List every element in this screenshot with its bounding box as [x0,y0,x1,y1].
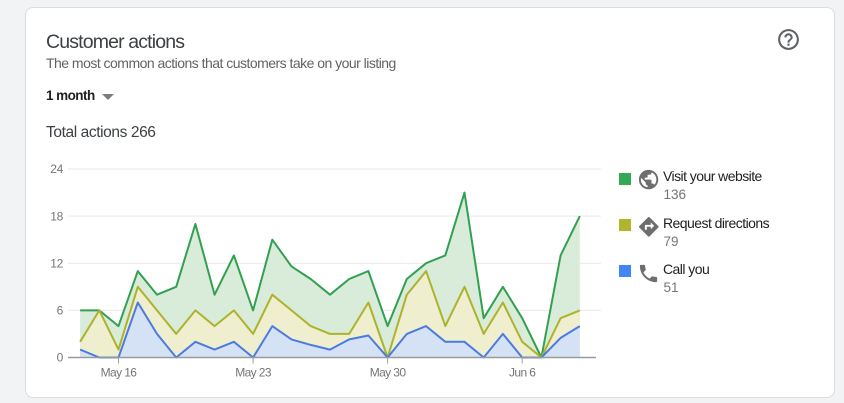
svg-text:12: 12 [50,256,63,270]
svg-text:6: 6 [57,304,64,318]
svg-text:18: 18 [50,209,63,223]
svg-text:24: 24 [50,162,63,176]
svg-text:May 16: May 16 [101,365,138,379]
svg-text:May 30: May 30 [370,365,407,379]
svg-text:May 23: May 23 [235,365,272,379]
svg-text:0: 0 [57,351,64,365]
svg-text:Jun 6: Jun 6 [509,365,536,379]
